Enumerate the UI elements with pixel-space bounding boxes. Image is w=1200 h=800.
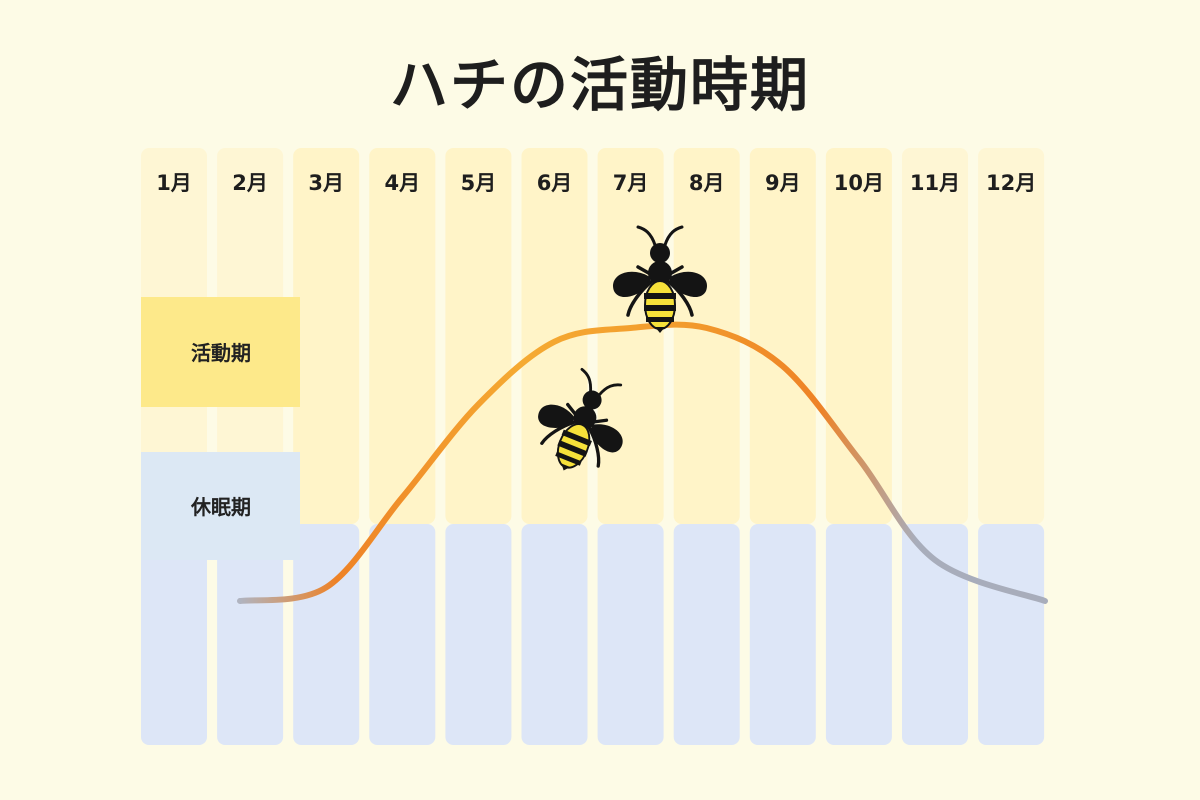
month-lower-band xyxy=(902,524,968,745)
month-upper-band xyxy=(369,148,436,524)
active-label-box xyxy=(141,297,300,407)
bee-layer xyxy=(538,225,708,471)
month-lower-band xyxy=(217,524,284,745)
page-title: ハチの活動時期 xyxy=(389,51,810,119)
month-label: 8月 xyxy=(689,171,725,195)
month-lower-band xyxy=(978,524,1045,745)
month-column: 12月 xyxy=(978,148,1045,745)
month-label: 2月 xyxy=(232,171,268,195)
month-label: 11月 xyxy=(910,171,960,195)
month-column: 9月 xyxy=(749,148,816,745)
month-column: 5月 xyxy=(445,148,512,745)
month-lower-band xyxy=(749,524,816,745)
month-columns: 1月 2月 3月 4月 5月 6月 7月 8月 9月 10月 11月 12月 xyxy=(141,148,1045,745)
month-lower-band xyxy=(825,524,892,745)
month-label: 4月 xyxy=(384,171,420,195)
month-lower-band xyxy=(521,524,588,745)
month-label: 5月 xyxy=(461,171,497,195)
month-label: 10月 xyxy=(834,171,884,195)
month-column: 2月 xyxy=(217,148,284,745)
month-upper-band xyxy=(673,148,740,524)
month-upper-band xyxy=(445,148,512,524)
month-upper-band xyxy=(749,148,816,524)
month-upper-band xyxy=(825,148,892,524)
month-lower-band xyxy=(141,524,207,745)
month-column: 8月 xyxy=(673,148,740,745)
active-period-label: 活動期 xyxy=(141,297,300,407)
month-label: 3月 xyxy=(308,171,344,195)
month-column: 3月 xyxy=(293,148,360,745)
month-lower-band xyxy=(293,524,360,745)
month-label: 1月 xyxy=(156,171,192,195)
dormant-period-label: 休眠期 xyxy=(141,452,300,560)
activity-curve-layer xyxy=(237,321,1048,604)
month-lower-band xyxy=(597,524,664,745)
month-column: 1月 xyxy=(141,148,207,745)
month-upper-band xyxy=(293,148,360,524)
month-lower-band xyxy=(369,524,436,745)
month-label: 12月 xyxy=(986,171,1036,195)
active-label-text: 活動期 xyxy=(191,341,251,365)
month-upper-band xyxy=(978,148,1045,524)
bee-icon xyxy=(612,225,708,333)
dormant-label-text: 休眠期 xyxy=(190,495,251,519)
month-lower-band xyxy=(445,524,512,745)
month-label: 6月 xyxy=(537,171,573,195)
bee-icon xyxy=(538,367,623,471)
month-column: 11月 xyxy=(902,148,968,745)
dormant-label-box xyxy=(141,452,300,560)
month-column: 10月 xyxy=(825,148,892,745)
month-label: 7月 xyxy=(613,171,649,195)
month-upper-band xyxy=(597,148,664,524)
month-label: 9月 xyxy=(765,171,801,195)
month-lower-band xyxy=(673,524,740,745)
activity-curve xyxy=(237,321,1048,604)
month-column: 4月 xyxy=(369,148,436,745)
month-upper-band xyxy=(902,148,968,524)
